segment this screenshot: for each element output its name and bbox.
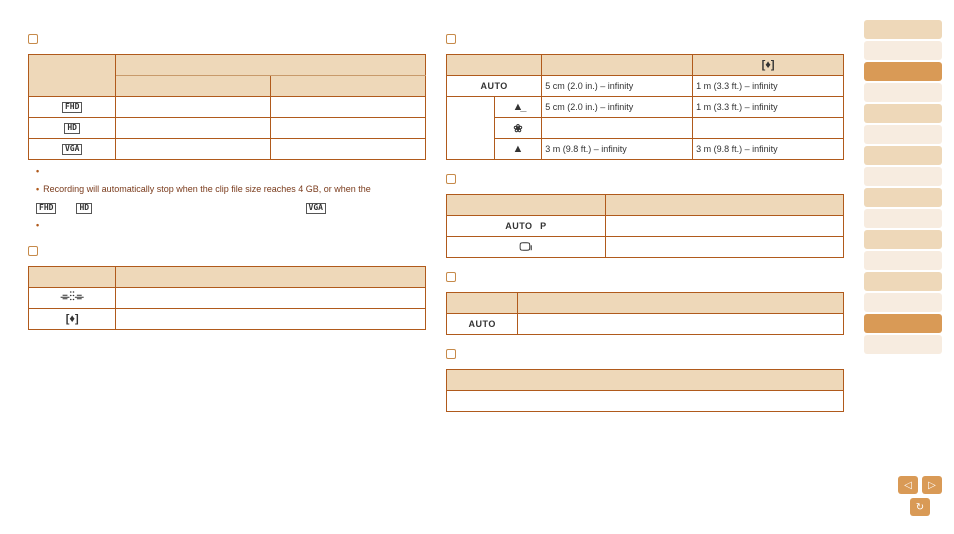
left-column: FHD HD VGA • •Recording will automatical…: [28, 30, 426, 412]
sidebar-tab-10[interactable]: [864, 230, 942, 249]
hd-icon: HD: [76, 203, 92, 214]
range-cell: 3 m (9.8 ft.) – infinity: [693, 139, 844, 160]
sidebar-tab-11[interactable]: [864, 251, 942, 270]
focus-macro-icon: ❀: [494, 118, 542, 139]
single-row-table: [446, 369, 844, 412]
section-marker: [446, 272, 456, 282]
nav-prev-button[interactable]: ◁: [898, 476, 918, 494]
mode-auto-p: AUTO P: [447, 216, 606, 237]
header-cell: [116, 76, 271, 97]
header-cell-tele-icon: [♦]: [693, 55, 844, 76]
sidebar-tab-0[interactable]: [864, 20, 942, 39]
mode-group: [447, 97, 495, 160]
range-cell: 5 cm (2.0 in.) – infinity: [542, 97, 693, 118]
sidebar-tab-12[interactable]: [864, 272, 942, 291]
sidebar-tab-3[interactable]: [864, 83, 942, 102]
flash-row-icon: [♦]: [29, 308, 116, 329]
mode-auto: AUTO: [447, 76, 542, 97]
header-cell: [271, 76, 426, 97]
fhd-icon: FHD: [36, 203, 56, 214]
header-cell: [542, 55, 693, 76]
section-marker: [28, 34, 38, 44]
sidebar-tab-7[interactable]: [864, 167, 942, 186]
sidebar-tab-6[interactable]: [864, 146, 942, 165]
section-marker: [446, 34, 456, 44]
mode-burst-icon: 🖵ₗ: [447, 237, 606, 258]
res-fhd: FHD: [29, 97, 116, 118]
sidebar-tab-9[interactable]: [864, 209, 942, 228]
sidebar-tab-8[interactable]: [864, 188, 942, 207]
sidebar-tab-5[interactable]: [864, 125, 942, 144]
movie-res-table: FHD HD VGA: [28, 54, 426, 160]
range-cell: 5 cm (2.0 in.) – infinity: [542, 76, 693, 97]
sidebar-tab-13[interactable]: [864, 293, 942, 312]
header-cell: [447, 55, 542, 76]
res-vga: VGA: [29, 139, 116, 160]
focus-range-table: [♦] AUTO 5 cm (2.0 in.) – infinity 1 m (…: [446, 54, 844, 160]
sidebar-tabs: [864, 20, 942, 412]
right-column: [♦] AUTO 5 cm (2.0 in.) – infinity 1 m (…: [446, 30, 844, 412]
range-cell: 1 m (3.3 ft.) – infinity: [693, 76, 844, 97]
shoot-mode-table: AUTO P 🖵ₗ: [446, 194, 844, 258]
focus-infinity-icon: ▲: [494, 139, 542, 160]
res-hd: HD: [29, 118, 116, 139]
auto-table: AUTO: [446, 292, 844, 335]
section-marker: [446, 174, 456, 184]
flash-table: ⌯⁝⁝⌯ [♦]: [28, 266, 426, 330]
mode-auto: AUTO: [447, 314, 518, 335]
recording-note: •Recording will automatically stop when …: [36, 184, 426, 196]
range-cell: 1 m (3.3 ft.) – infinity: [693, 97, 844, 118]
vga-icon: VGA: [306, 203, 326, 214]
sidebar-tab-14[interactable]: [864, 314, 942, 333]
bullet-note: •: [36, 166, 426, 178]
inline-res-icons: FHD HD VGA: [36, 203, 426, 214]
header-cell: [116, 55, 426, 76]
nav-next-button[interactable]: ▷: [922, 476, 942, 494]
range-cell: 3 m (9.8 ft.) – infinity: [542, 139, 693, 160]
section-marker: [446, 349, 456, 359]
sidebar-tab-1[interactable]: [864, 41, 942, 60]
flash-row-icon: ⌯⁝⁝⌯: [29, 287, 116, 308]
sidebar-tab-15[interactable]: [864, 335, 942, 354]
nav-return-button[interactable]: ↻: [910, 498, 930, 516]
bullet-note: •: [36, 220, 426, 232]
sidebar-tab-2[interactable]: [864, 62, 942, 81]
sidebar-tab-4[interactable]: [864, 104, 942, 123]
header-cell: [29, 55, 116, 97]
focus-normal-icon: ▲̲: [494, 97, 542, 118]
section-marker: [28, 246, 38, 256]
nav-controls: ◁ ▷ ↻: [898, 476, 942, 516]
